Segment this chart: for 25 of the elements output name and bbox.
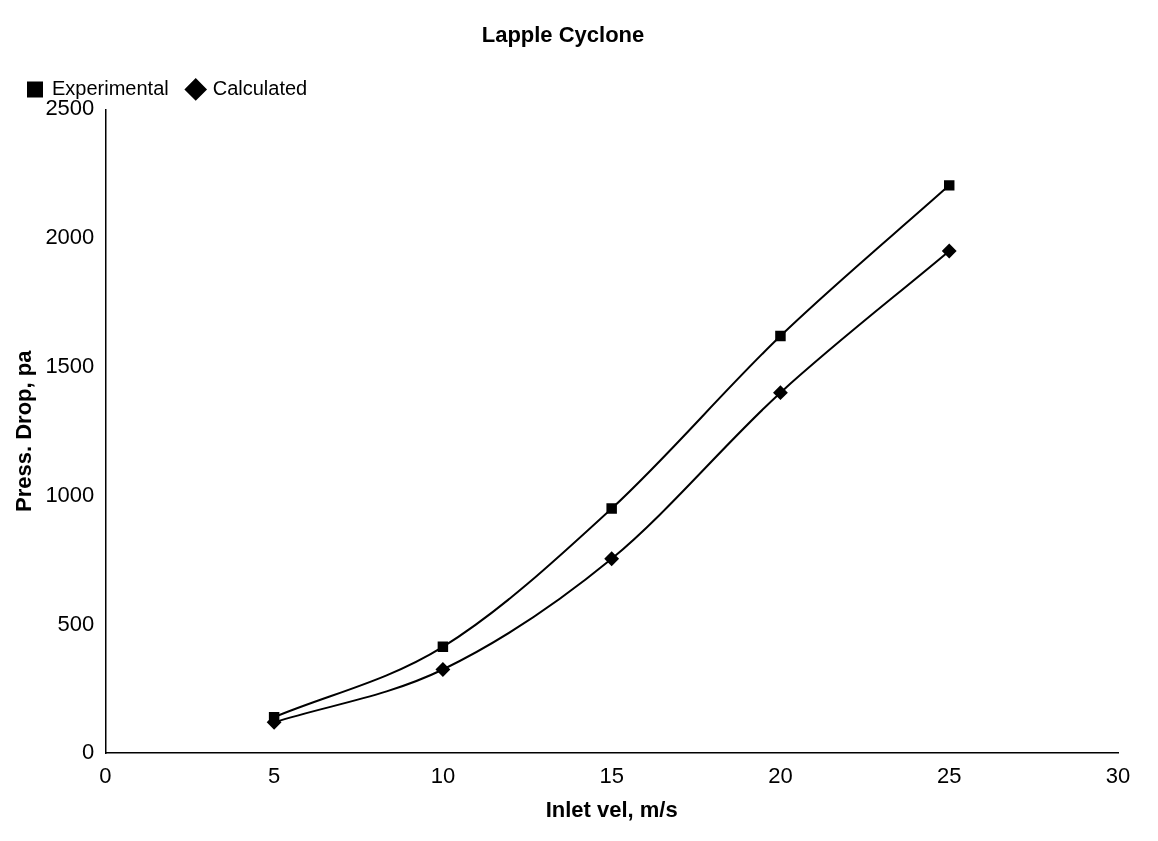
y-tick-label: 2000 bbox=[45, 224, 95, 250]
x-tick-label: 0 bbox=[99, 763, 112, 789]
y-axis-title: Press. Drop, pa bbox=[11, 349, 37, 512]
x-tick-label: 20 bbox=[768, 763, 793, 789]
y-tick-label: 500 bbox=[57, 610, 95, 636]
x-axis-title: Inlet vel, m/s bbox=[545, 796, 678, 822]
point bbox=[942, 244, 957, 259]
x-tick-label: 15 bbox=[599, 763, 624, 789]
x-tick-label: 25 bbox=[936, 763, 962, 789]
point bbox=[775, 330, 786, 342]
legend-label: Experimental bbox=[52, 76, 169, 99]
chart-title: Lapple Cyclone bbox=[481, 22, 645, 48]
point bbox=[437, 641, 449, 653]
legend-label: Calculated bbox=[212, 76, 308, 99]
point bbox=[943, 180, 955, 191]
x-tick-label: 30 bbox=[1105, 763, 1131, 789]
point bbox=[606, 503, 617, 514]
y-tick-label: 0 bbox=[82, 739, 95, 765]
y-tick-label: 1000 bbox=[45, 481, 95, 507]
point bbox=[435, 662, 450, 677]
x-tick-label: 5 bbox=[267, 763, 281, 789]
y-tick-label: 1500 bbox=[45, 352, 95, 378]
x-tick-label: 10 bbox=[430, 763, 456, 789]
point bbox=[604, 551, 619, 566]
point bbox=[773, 385, 788, 400]
